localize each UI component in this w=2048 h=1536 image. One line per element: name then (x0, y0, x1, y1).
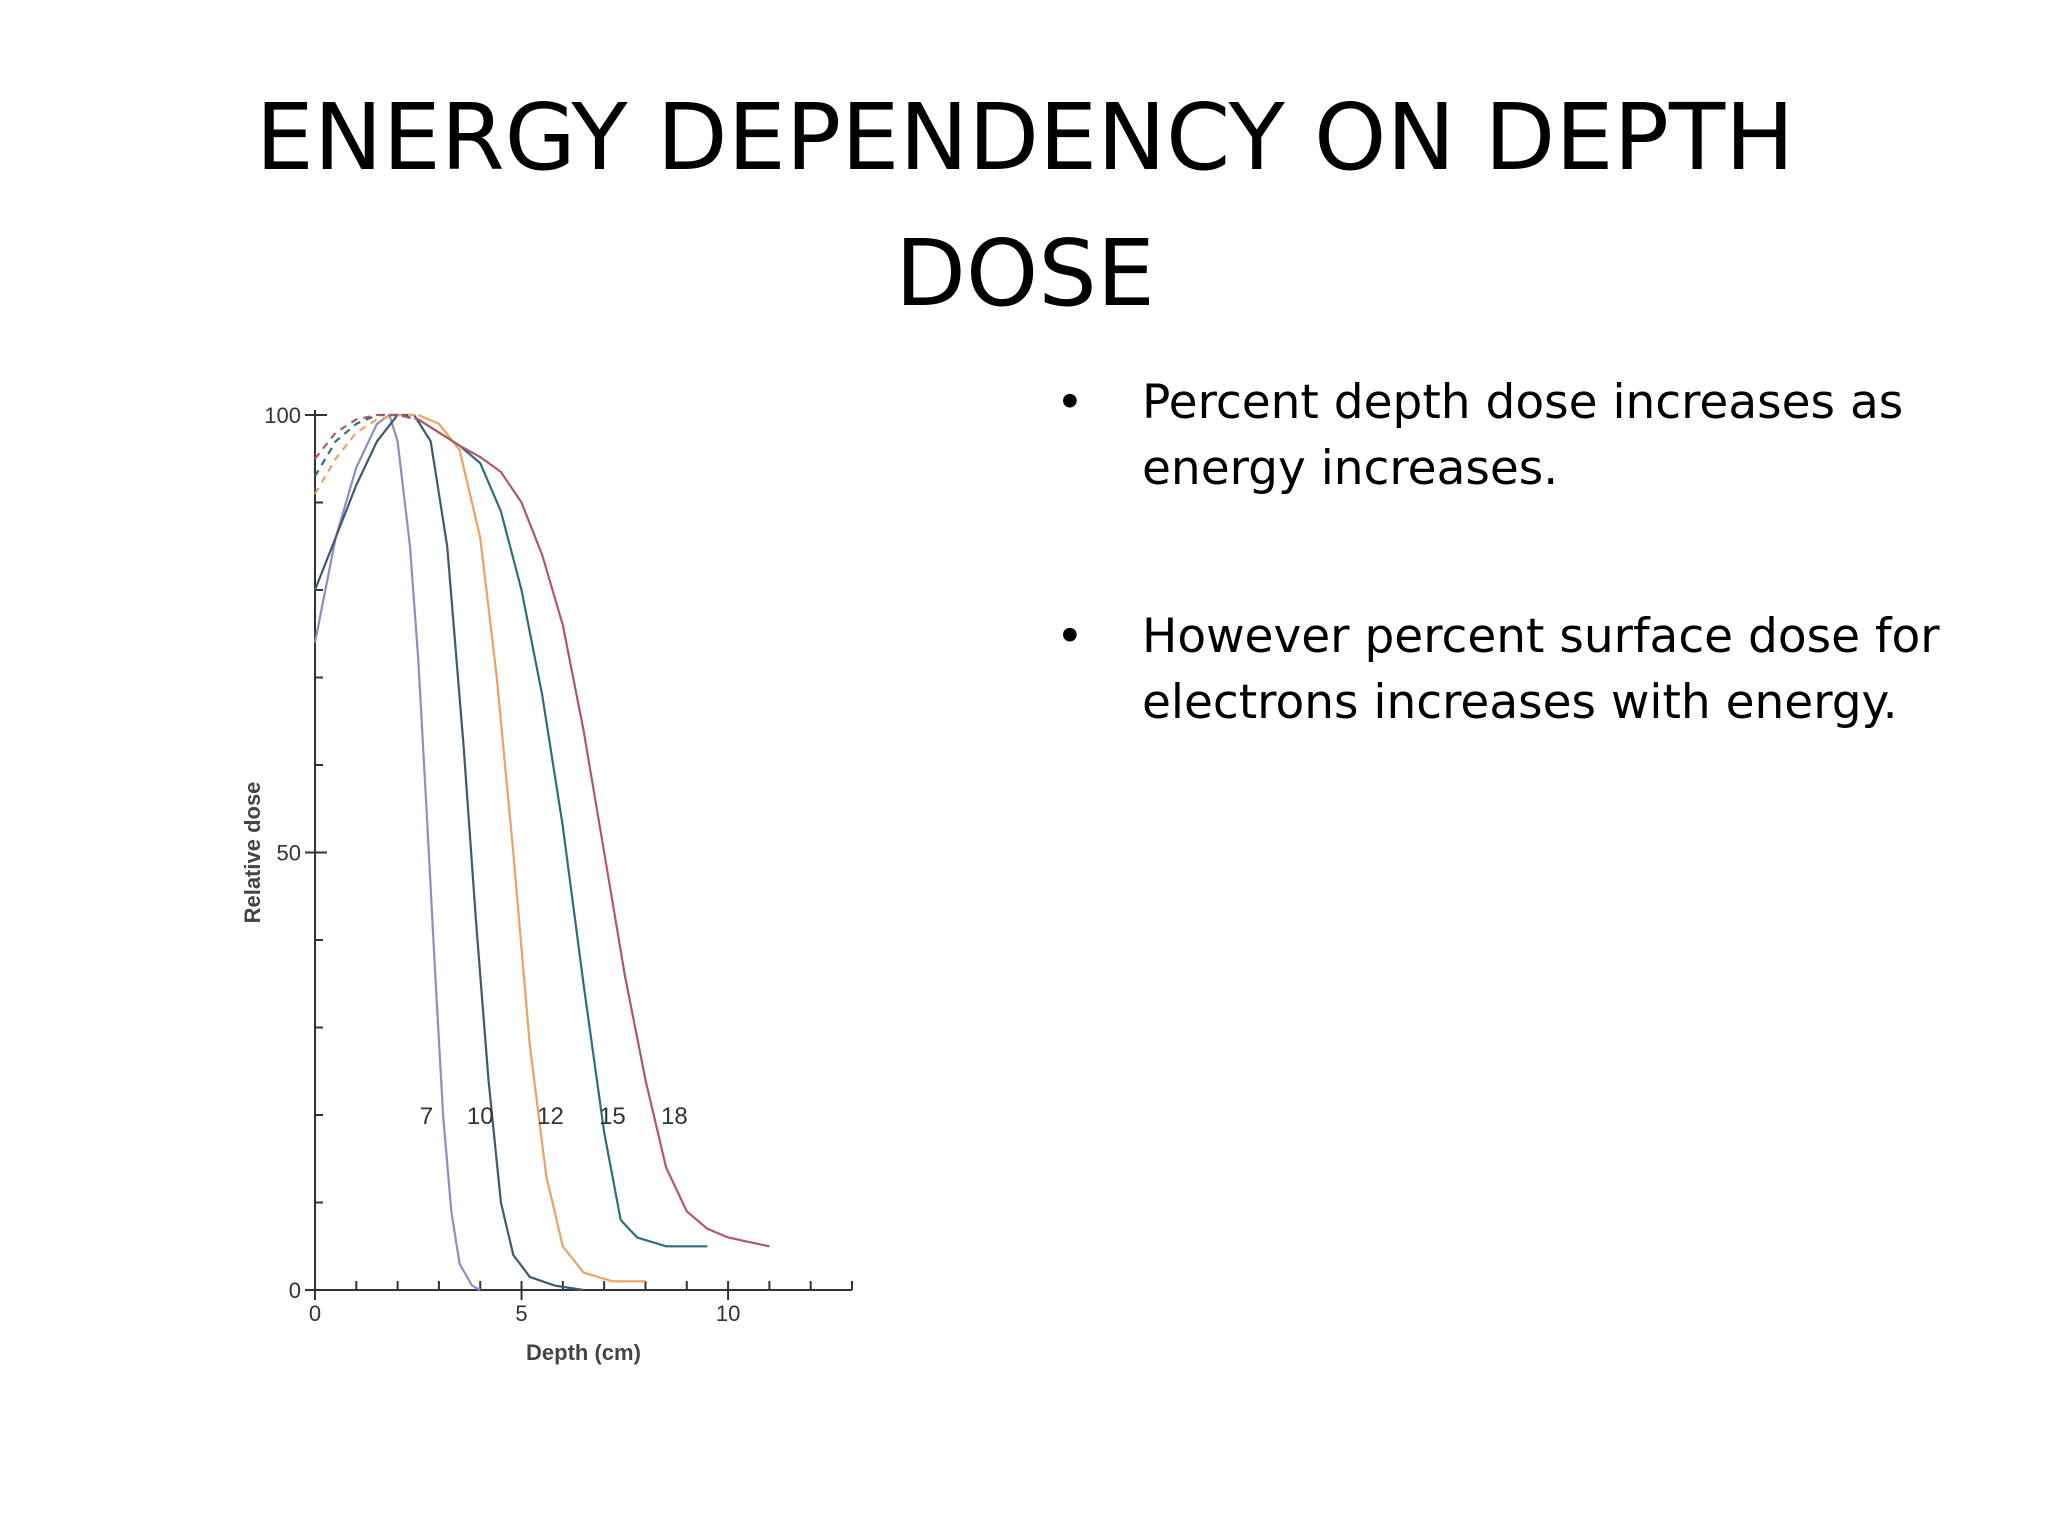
slide-title-line1: ENERGY DEPENDENCY ON DEPTH (255, 84, 1795, 191)
curve-energy-label: 15 (599, 1103, 626, 1130)
bullet-item: • However percent surface dose for elect… (1050, 604, 1990, 736)
series-buildup-12 (314, 413, 419, 495)
curve-energy-label: 10 (467, 1103, 494, 1130)
bullet-list: • Percent depth dose increases as energy… (1050, 370, 1990, 838)
series-buildup-15 (314, 413, 419, 477)
x-tick-label: 0 (309, 1301, 321, 1326)
series-line-7 (313, 413, 481, 1291)
curve-energy-label: 18 (661, 1103, 688, 1130)
x-axis-label: Depth (cm) (526, 1340, 641, 1365)
bullet-point-icon: • (1056, 375, 1084, 430)
series-line-12 (417, 413, 646, 1283)
x-tick-label: 5 (515, 1301, 527, 1326)
series-line-18 (417, 418, 770, 1248)
curve-energy-label: 7 (420, 1103, 433, 1130)
curve-energy-label: 12 (537, 1103, 564, 1130)
bullet-item: • Percent depth dose increases as energy… (1050, 370, 1990, 502)
y-axis-label: Relative dose (240, 782, 265, 924)
y-tick-label: 0 (289, 1278, 301, 1303)
bullet-text: However percent surface dose for electro… (1142, 609, 1940, 730)
y-tick-label: 50 (277, 841, 301, 866)
bullet-text: Percent depth dose increases as energy i… (1142, 375, 1904, 496)
slide-title-line2: DOSE (895, 220, 1155, 327)
x-tick-label: 10 (716, 1301, 740, 1326)
y-tick-label: 100 (264, 403, 301, 428)
series-line-10 (313, 413, 584, 1292)
series-buildup-18 (314, 413, 419, 460)
slide-title: ENERGY DEPENDENCY ON DEPTH DOSE (200, 70, 1850, 342)
depth-dose-chart: 0 50 100 0 5 10 Depth (cm) Relative dose 7 10 12 15… (230, 390, 870, 1390)
depth-dose-chart-svg: 0 50 100 0 5 10 Depth (cm) Relative dose 7 10 12 15… (240, 403, 853, 1365)
bullet-point-icon: • (1056, 609, 1084, 664)
